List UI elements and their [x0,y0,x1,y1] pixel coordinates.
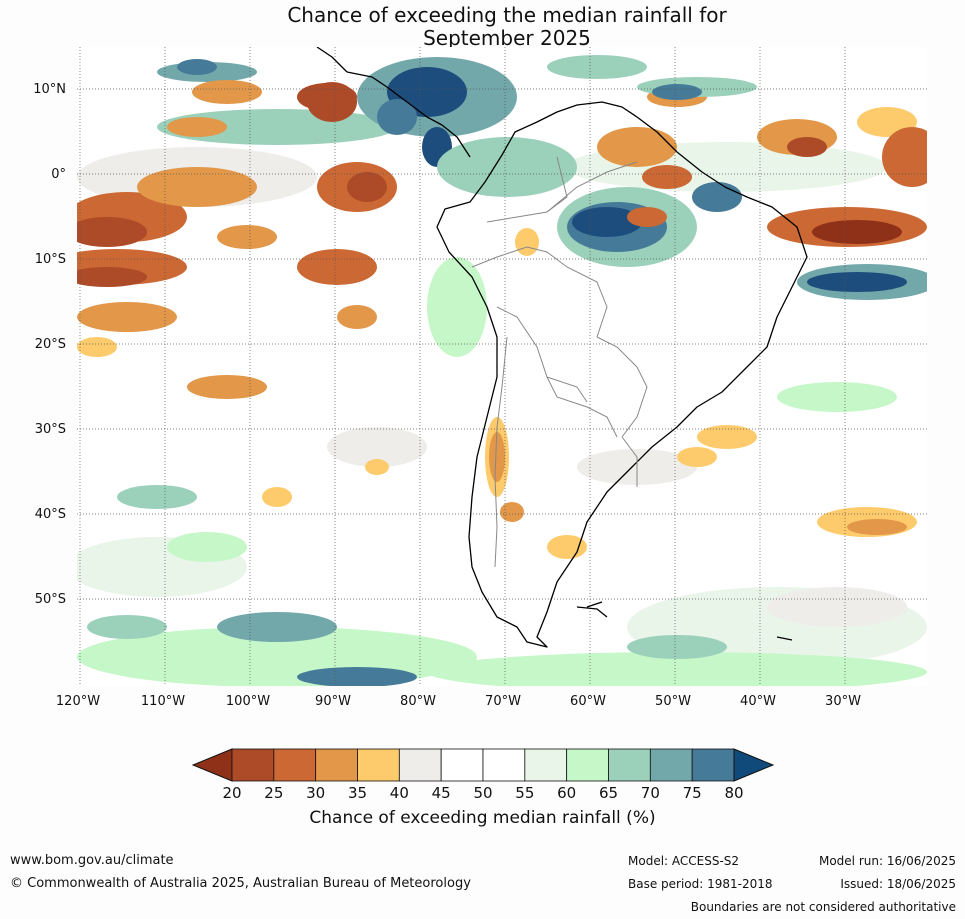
colorbar-segment [231,748,275,782]
colorbar-label: Chance of exceeding median rainfall (%) [309,808,656,828]
lon-label-30w: 30°W [825,694,861,709]
country-borders [471,156,648,568]
website-text: www.bom.gov.au/climate [10,853,174,868]
disclaimer-text: Boundaries are not considered authoritat… [690,900,956,914]
colorbar-tick-label: 25 [264,784,284,802]
lon-label-40w: 40°W [740,694,776,709]
colorbar-tick-label: 55 [515,784,535,802]
colorbar-tick-label: 35 [347,784,368,802]
colorbar-tick-label: 75 [682,784,702,802]
graticule [77,47,927,686]
lat-label-10n: 10°N [33,82,66,97]
lat-label-10s: 10°S [34,252,66,267]
colorbar-segment [691,748,735,782]
rainfall-anomaly-fields [77,55,927,686]
lon-label-90w: 90°W [315,694,351,709]
lon-label-80w: 80°W [400,694,436,709]
colorbar-segment [524,748,568,782]
rainfall-map [77,47,927,686]
lon-label-60w: 60°W [570,694,606,709]
colorbar-tick-label: 30 [306,784,326,802]
lon-label-50w: 50°W [655,694,691,709]
lat-label-30s: 30°S [34,422,66,437]
map-title-line2: September 2025 [423,26,591,50]
lat-label-40s: 40°S [34,507,66,522]
colorbar-tick-label: 45 [431,784,451,802]
colorbar-tick-label: 80 [724,784,744,802]
colorbar-segment [315,748,358,782]
base-period-text: Base period: 1981-2018 [628,877,773,891]
colorbar [192,748,774,782]
copyright-text: © Commonwealth of Australia 2025, Austra… [10,876,471,891]
map-title: Chance of exceeding the median rainfall … [0,4,965,50]
map-panel [77,47,927,686]
lon-label-70w: 70°W [485,694,521,709]
colorbar-segment [357,748,400,782]
model-run-text: Model run: 16/06/2025 [818,854,956,868]
map-title-line1: Chance of exceeding the median rainfall … [287,3,727,27]
colorbar-tick-label: 40 [389,784,409,802]
lat-label-20s: 20°S [34,337,66,352]
colorbar-segment [566,748,609,782]
colorbar-segment [649,748,693,782]
issued-text: Issued: 18/06/2025 [840,877,956,891]
colorbar-segment [398,748,442,782]
lat-label-0: 0° [51,167,66,182]
lon-label-110w: 110°W [140,694,186,709]
lon-label-100w: 100°W [225,694,271,709]
colorbar-tick-label: 65 [598,784,619,802]
colorbar-segment [482,748,526,782]
model-text: Model: ACCESS-S2 [628,854,740,868]
colorbar-segment [440,748,484,782]
lat-label-50s: 50°S [34,592,66,607]
colorbar-arrow-low [192,748,233,782]
colorbar-tick-label: 60 [557,784,577,802]
colorbar-tick-label: 20 [222,784,242,802]
colorbar-segment [608,748,651,782]
colorbar-tick-label: 70 [640,784,660,802]
coastline [316,47,808,648]
lon-label-120w: 120°W [55,694,101,709]
colorbar-segment [273,748,317,782]
colorbar-tick-label: 50 [473,784,493,802]
colorbar-arrow-high [733,748,774,782]
